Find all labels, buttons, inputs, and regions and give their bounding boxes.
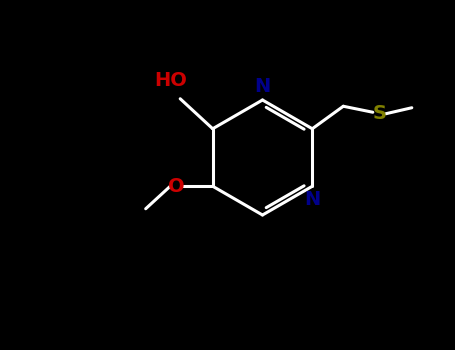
Text: HO: HO — [154, 71, 187, 90]
Text: N: N — [254, 77, 271, 96]
Text: N: N — [304, 190, 320, 209]
Text: O: O — [168, 177, 185, 196]
Text: S: S — [372, 104, 386, 123]
